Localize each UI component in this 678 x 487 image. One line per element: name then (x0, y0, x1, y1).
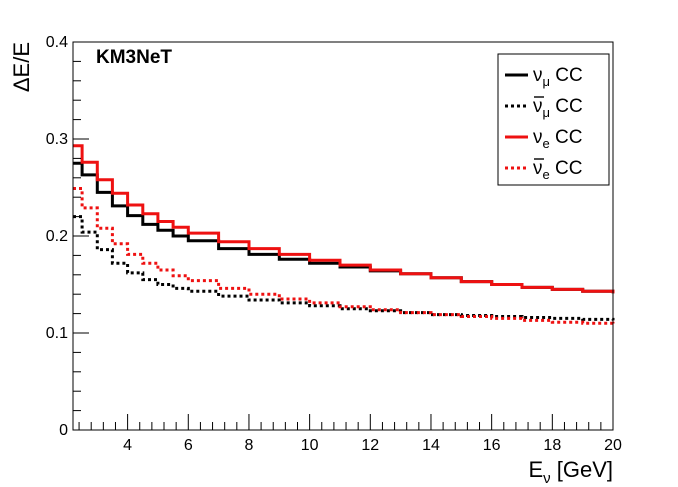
x-axis-title-unit: [GeV] (551, 457, 613, 482)
x-tick-label: 6 (184, 437, 193, 454)
legend-label-nue_cc: νe CC (533, 127, 582, 151)
x-tick-label: 16 (483, 437, 501, 454)
y-tick-label: 0 (59, 422, 68, 439)
legend-label-sub: μ (543, 74, 551, 89)
series-numubar_cc (73, 215, 615, 321)
experiment-label: KM3NeT (96, 47, 172, 68)
y-tick-label: 0.3 (46, 131, 68, 148)
legend-label-rest: CC (550, 65, 583, 86)
x-tick-label: 18 (543, 437, 561, 454)
legend-label-rest: CC (550, 158, 583, 179)
x-axis-title-sub: ν (543, 470, 551, 487)
legend-label-main: ν (533, 127, 543, 148)
legend-label-main: ν (533, 158, 543, 179)
y-axis-title: ΔE/E (9, 42, 34, 92)
y-tick-label: 0.2 (46, 228, 68, 245)
x-axis-title-main: E (528, 457, 543, 482)
legend-label-sub: e (543, 136, 550, 151)
x-axis-title: Eν [GeV] (528, 457, 613, 487)
series-nue_cc (73, 144, 615, 294)
x-tick-label: 4 (123, 437, 132, 454)
axes: 0 0.1 0.2 0.3 0.4 4 6 8 10 12 14 16 18 20 Eν [GeV] ΔE/E (9, 34, 622, 487)
x-tick-label: 8 (245, 437, 254, 454)
legend-label-main: ν (533, 96, 543, 117)
legend-label-main: ν (533, 65, 543, 86)
legend-label-numu_cc: νμ CC (533, 65, 583, 89)
x-tick-label: 12 (361, 437, 379, 454)
legend-label-nuebar_cc: νe CC (533, 158, 582, 182)
x-tick-label: 10 (301, 437, 319, 454)
legend-label-sub: μ (543, 105, 551, 120)
x-tick-label: 14 (422, 437, 440, 454)
legend-label-numubar_cc: νμ CC (533, 96, 583, 120)
plot-area (73, 144, 615, 326)
legend-label-rest: CC (550, 127, 583, 148)
y-tick-label: 0.1 (46, 325, 68, 342)
x-tick-label: 20 (604, 437, 622, 454)
legend-label-sub: e (543, 167, 550, 182)
y-tick-label: 0.4 (46, 34, 68, 51)
legend-label-rest: CC (550, 96, 583, 117)
series-nuebar_cc (73, 187, 615, 326)
